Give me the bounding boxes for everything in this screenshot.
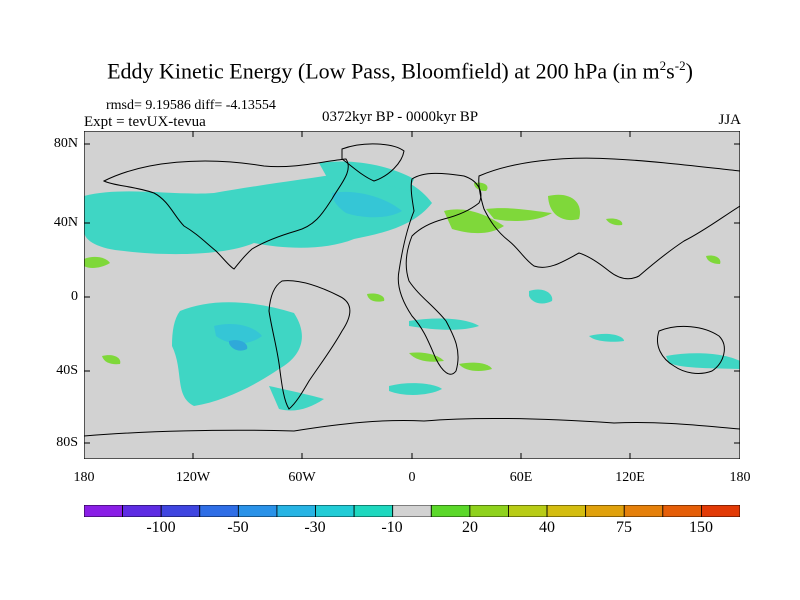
colorbar-swatch <box>508 505 548 517</box>
colorbar-swatch <box>662 505 702 517</box>
south-america-outline <box>268 280 351 410</box>
colorbar-label: 75 <box>616 519 632 536</box>
y-tick-label: 40S <box>56 363 78 378</box>
x-tick-label: 60W <box>288 470 316 485</box>
x-tick-label: 180 <box>73 470 95 485</box>
antarctica-outline <box>84 417 740 437</box>
colorbar-swatch <box>276 505 316 517</box>
y-tick-label: 40N <box>53 215 78 230</box>
darker-negative-regions <box>214 191 402 344</box>
colorbar-label: 150 <box>689 519 713 536</box>
colorbar-swatch <box>430 505 471 517</box>
x-tick-label: 180 <box>729 470 751 485</box>
australia-outline <box>657 326 725 374</box>
colorbar-swatch <box>392 505 432 517</box>
colorbar-label: -30 <box>304 519 326 536</box>
colorbar-swatch <box>585 505 625 517</box>
map-title: Eddy Kinetic Energy (Low Pass, Bloomfiel… <box>107 58 693 84</box>
colorbar-swatch <box>122 505 162 517</box>
north-america-outline <box>102 158 349 270</box>
experiment-label: Expt = tevUX-tevua <box>84 114 206 130</box>
x-tick-label: 0 <box>408 470 416 485</box>
stats-text: rmsd= 9.19586 diff= -4.13554 <box>106 98 276 113</box>
map-panel <box>84 131 740 459</box>
period-label: 0372kyr BP - 0000kyr BP <box>321 109 479 125</box>
colorbar-swatch <box>160 505 201 517</box>
asia-outline <box>478 157 740 280</box>
colorbar-swatch <box>469 505 509 517</box>
y-tick-label: 80S <box>56 435 78 450</box>
greenland-outline <box>341 143 405 182</box>
colorbar-swatch <box>623 505 664 517</box>
season-label: JJA <box>718 112 741 128</box>
x-tick-label: 60E <box>509 470 533 485</box>
y-tick-label: 80N <box>53 136 78 151</box>
positive-anomaly-regions <box>84 182 721 372</box>
colorbar-swatch <box>701 505 740 517</box>
map-ticks <box>84 131 740 459</box>
colorbar <box>84 505 740 517</box>
europe-africa-outline <box>397 172 482 375</box>
colorbar-swatch <box>315 505 355 517</box>
colorbar-label: 40 <box>539 519 555 536</box>
darkest-negative-regions <box>229 340 248 351</box>
colorbar-swatch <box>546 505 587 517</box>
x-tick-label: 120W <box>175 470 211 485</box>
colorbar-swatch <box>84 505 123 517</box>
colorbar-label: -10 <box>381 519 403 536</box>
colorbar-label: 20 <box>462 519 478 536</box>
colorbar-swatch <box>199 505 239 517</box>
x-tick-label: 120E <box>615 470 645 485</box>
colorbar-label: -100 <box>146 519 176 536</box>
colorbar-swatch <box>237 505 278 517</box>
colorbar-swatch <box>353 505 394 517</box>
y-tick-label: 0 <box>71 289 78 304</box>
coastlines <box>84 143 740 437</box>
colorbar-label: -50 <box>227 519 249 536</box>
